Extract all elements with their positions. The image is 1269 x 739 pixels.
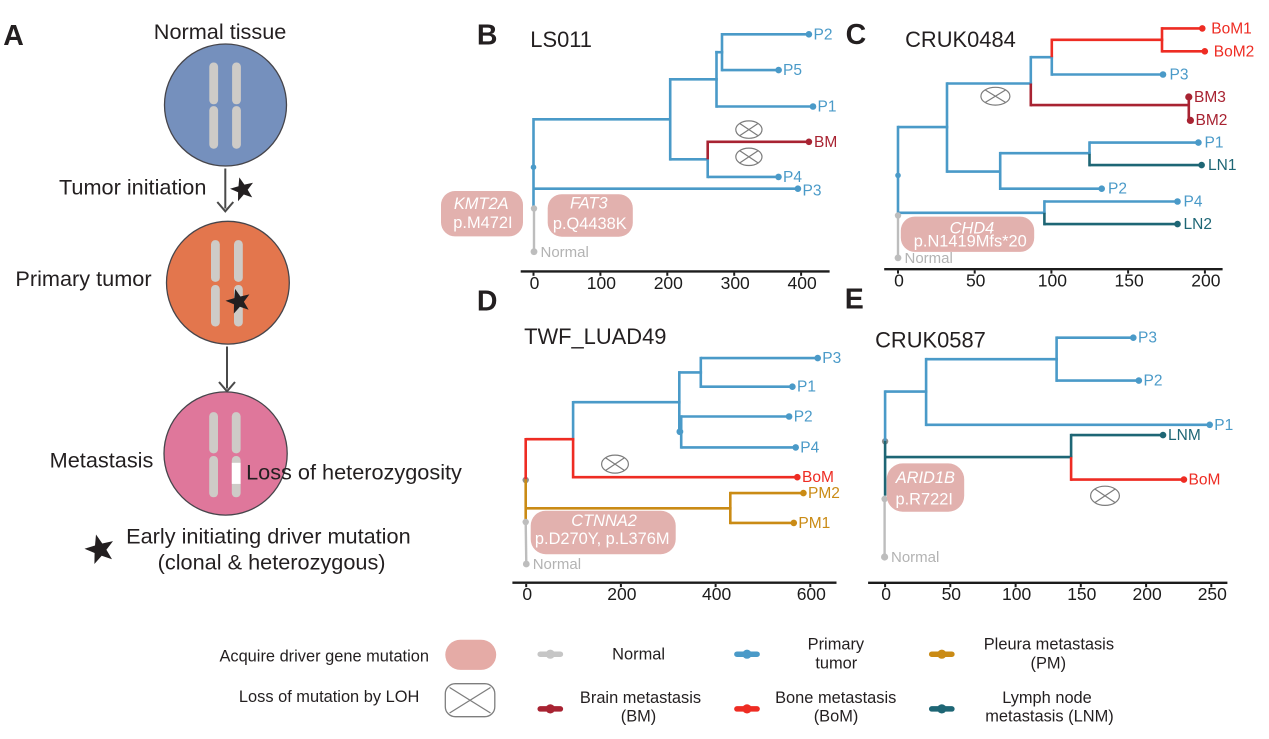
- svg-text:P1: P1: [818, 99, 837, 116]
- svg-text:BoM: BoM: [1189, 472, 1221, 489]
- svg-text:LN2: LN2: [1184, 216, 1212, 233]
- svg-text:E: E: [845, 284, 864, 316]
- svg-text:Normal tissue: Normal tissue: [154, 19, 287, 44]
- svg-text:0: 0: [881, 584, 891, 604]
- svg-text:p.M472I: p.M472I: [453, 214, 512, 232]
- svg-text:50: 50: [942, 584, 962, 604]
- svg-text:LS011: LS011: [530, 27, 592, 52]
- svg-text:tumor: tumor: [815, 654, 857, 672]
- svg-text:100: 100: [1038, 271, 1067, 291]
- svg-text:p.R722I: p.R722I: [895, 491, 952, 509]
- svg-text:P2: P2: [1108, 181, 1127, 198]
- svg-text:50: 50: [966, 271, 986, 291]
- svg-text:P1: P1: [797, 379, 816, 396]
- svg-text:200: 200: [654, 273, 683, 293]
- svg-text:P3: P3: [1138, 330, 1157, 347]
- svg-text:P4: P4: [1184, 194, 1203, 211]
- svg-text:100: 100: [1002, 584, 1031, 604]
- svg-text:150: 150: [1067, 584, 1096, 604]
- svg-text:C: C: [846, 19, 867, 51]
- svg-text:A: A: [3, 20, 24, 52]
- svg-text:Loss of heterozygosity: Loss of heterozygosity: [246, 460, 462, 485]
- svg-text:p.Q4438K: p.Q4438K: [553, 215, 627, 233]
- svg-text:Normal: Normal: [541, 244, 589, 261]
- svg-text:250: 250: [1198, 584, 1227, 604]
- svg-text:CHD4: CHD4: [950, 220, 995, 238]
- svg-text:P4: P4: [800, 439, 819, 456]
- svg-text:PM1: PM1: [798, 515, 830, 532]
- svg-text:metastasis (LNM): metastasis (LNM): [985, 707, 1113, 725]
- svg-text:BM: BM: [814, 134, 837, 151]
- svg-text:100: 100: [587, 273, 616, 293]
- svg-text:KMT2A: KMT2A: [454, 195, 509, 213]
- svg-text:Normal: Normal: [905, 250, 953, 267]
- svg-text:(clonal & heterozygous): (clonal & heterozygous): [158, 549, 386, 574]
- svg-text:P3: P3: [1170, 67, 1189, 84]
- svg-text:P4: P4: [783, 169, 802, 186]
- svg-text:B: B: [477, 20, 498, 52]
- svg-text:600: 600: [797, 584, 826, 604]
- svg-text:Early initiating driver mutati: Early initiating driver mutation: [126, 524, 410, 549]
- svg-text:400: 400: [787, 273, 816, 293]
- svg-text:Bone metastasis: Bone metastasis: [775, 689, 896, 707]
- svg-text:Primary tumor: Primary tumor: [15, 266, 151, 291]
- svg-text:CRUK0587: CRUK0587: [875, 328, 986, 353]
- svg-text:p.N1419Mfs*20: p.N1419Mfs*20: [914, 232, 1027, 250]
- svg-text:P2: P2: [1144, 373, 1163, 390]
- svg-text:BoM1: BoM1: [1211, 20, 1252, 37]
- svg-text:(PM): (PM): [1031, 654, 1067, 672]
- svg-text:FAT3: FAT3: [570, 194, 608, 212]
- svg-text:P5: P5: [783, 62, 802, 79]
- svg-text:ARID1B: ARID1B: [895, 469, 955, 487]
- svg-text:Pleura metastasis: Pleura metastasis: [984, 635, 1114, 653]
- svg-text:BoM: BoM: [802, 469, 834, 486]
- svg-text:200: 200: [1132, 584, 1161, 604]
- svg-text:P3: P3: [822, 350, 841, 367]
- svg-text:(BoM): (BoM): [814, 707, 859, 725]
- svg-text:D: D: [477, 286, 498, 318]
- svg-text:LN1: LN1: [1208, 157, 1236, 174]
- svg-text:P1: P1: [1214, 417, 1233, 434]
- svg-text:BoM2: BoM2: [1214, 43, 1255, 60]
- svg-text:Acquire driver gene mutation: Acquire driver gene mutation: [219, 648, 429, 666]
- svg-text:300: 300: [721, 273, 750, 293]
- svg-text:Lymph node: Lymph node: [1002, 689, 1092, 707]
- svg-text:P3: P3: [803, 183, 822, 200]
- svg-text:0: 0: [530, 273, 540, 293]
- svg-text:Brain metastasis: Brain metastasis: [580, 689, 701, 707]
- svg-text:Primary: Primary: [808, 635, 865, 653]
- svg-text:Normal: Normal: [891, 549, 939, 566]
- svg-text:TWF_LUAD49: TWF_LUAD49: [524, 324, 666, 349]
- svg-text:Loss of mutation by LOH: Loss of mutation by LOH: [239, 688, 419, 706]
- svg-text:P2: P2: [814, 26, 833, 43]
- svg-text:0: 0: [894, 271, 904, 291]
- svg-text:150: 150: [1114, 271, 1143, 291]
- svg-text:200: 200: [607, 584, 636, 604]
- svg-text:P1: P1: [1205, 135, 1224, 152]
- svg-text:Metastasis: Metastasis: [50, 448, 154, 473]
- svg-text:Normal: Normal: [612, 646, 665, 664]
- svg-text:CTNNA2: CTNNA2: [571, 512, 637, 530]
- svg-text:CRUK0484: CRUK0484: [905, 27, 1016, 52]
- svg-text:0: 0: [522, 584, 532, 604]
- svg-text:BM3: BM3: [1194, 89, 1226, 106]
- svg-text:P2: P2: [794, 409, 813, 426]
- svg-text:LNM: LNM: [1168, 427, 1201, 444]
- svg-text:BM2: BM2: [1196, 112, 1228, 129]
- svg-text:200: 200: [1191, 271, 1220, 291]
- svg-text:400: 400: [702, 584, 731, 604]
- svg-text:Tumor initiation: Tumor initiation: [59, 174, 206, 199]
- svg-text:Normal: Normal: [533, 556, 581, 573]
- svg-text:(BM): (BM): [621, 707, 657, 725]
- svg-text:p.D270Y, p.L376M: p.D270Y, p.L376M: [535, 530, 670, 548]
- svg-text:PM2: PM2: [808, 485, 840, 502]
